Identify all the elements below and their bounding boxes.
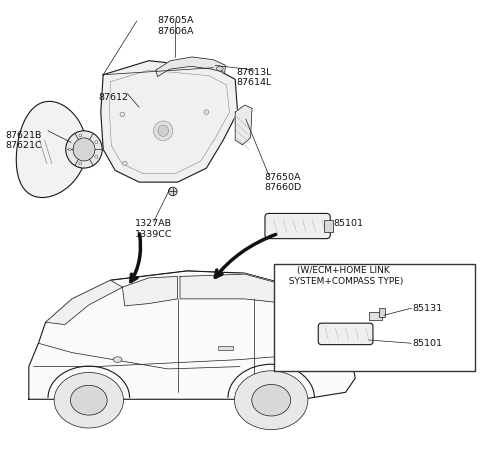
Polygon shape [16, 101, 86, 198]
Polygon shape [46, 280, 122, 325]
Ellipse shape [154, 121, 173, 141]
Ellipse shape [234, 371, 308, 430]
Polygon shape [180, 274, 288, 304]
Ellipse shape [216, 66, 223, 71]
Bar [324, 220, 333, 232]
FancyBboxPatch shape [318, 323, 373, 345]
Polygon shape [288, 285, 317, 327]
Ellipse shape [71, 385, 107, 415]
Ellipse shape [122, 161, 127, 166]
Ellipse shape [66, 131, 102, 168]
Text: 85131: 85131 [413, 304, 443, 313]
Bar [274, 264, 475, 371]
Ellipse shape [73, 138, 95, 161]
Ellipse shape [158, 125, 168, 136]
Ellipse shape [113, 357, 122, 362]
Ellipse shape [95, 141, 98, 143]
Text: 87650A
87660D: 87650A 87660D [264, 173, 301, 192]
Polygon shape [101, 61, 238, 182]
Ellipse shape [54, 373, 123, 428]
Ellipse shape [68, 148, 71, 151]
Ellipse shape [95, 156, 98, 158]
Ellipse shape [204, 110, 209, 114]
Text: 85101: 85101 [413, 339, 443, 348]
Text: 87613L
87614L: 87613L 87614L [237, 68, 272, 87]
Bar [218, 346, 233, 350]
Text: 1327AB
1339CC: 1327AB 1339CC [135, 219, 172, 239]
Ellipse shape [252, 384, 290, 416]
Ellipse shape [79, 162, 82, 165]
Text: 85101: 85101 [334, 219, 364, 228]
Polygon shape [235, 105, 252, 145]
Ellipse shape [79, 134, 82, 137]
Text: 87605A
87606A: 87605A 87606A [157, 16, 193, 36]
Text: 87612: 87612 [98, 93, 128, 102]
Ellipse shape [168, 187, 177, 196]
Text: 87621B
87621C: 87621B 87621C [6, 131, 42, 150]
Text: (W/ECM+HOME LINK
  SYSTEM+COMPASS TYPE): (W/ECM+HOME LINK SYSTEM+COMPASS TYPE) [283, 266, 403, 286]
Polygon shape [29, 271, 355, 399]
Ellipse shape [120, 112, 125, 117]
Polygon shape [156, 57, 226, 77]
Bar [379, 308, 385, 317]
Bar [369, 312, 382, 320]
FancyBboxPatch shape [265, 213, 330, 239]
Polygon shape [122, 276, 178, 306]
